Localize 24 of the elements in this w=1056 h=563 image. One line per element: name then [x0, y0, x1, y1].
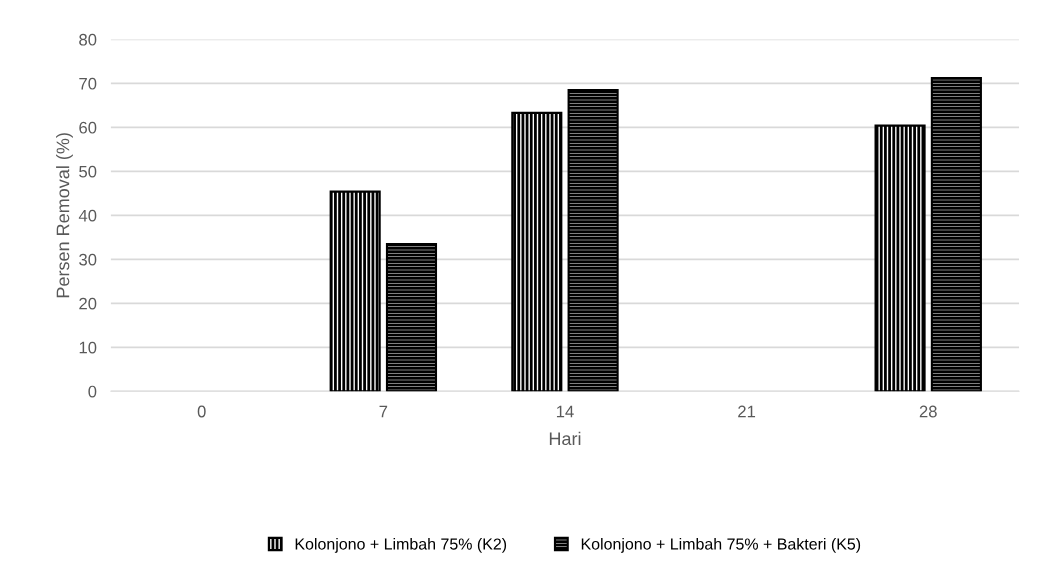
y-tick-label: 20 — [79, 297, 97, 310]
y-tick-label: 70 — [79, 77, 97, 90]
x-tick-label: 28 — [919, 405, 937, 418]
y-tick-label: 30 — [79, 253, 97, 266]
bar — [329, 190, 381, 392]
bar — [385, 242, 438, 392]
y-axis-title: Persen Removal (%) — [56, 133, 73, 298]
bar — [930, 77, 982, 392]
legend-label: Kolonjono + Limbah 75% (K2) — [295, 537, 507, 553]
x-tick-label: 0 — [197, 405, 206, 418]
y-tick-label: 60 — [79, 121, 97, 134]
bar — [567, 88, 619, 392]
x-tick-label: 14 — [556, 405, 574, 418]
y-tick-label: 10 — [79, 341, 97, 354]
y-tick-label: 50 — [79, 165, 97, 178]
x-axis-title: Hari — [549, 431, 581, 446]
x-tick-label: 7 — [379, 405, 388, 418]
y-tick-label: 40 — [78, 209, 97, 222]
x-tick-label: 21 — [738, 405, 756, 418]
bar — [511, 111, 563, 392]
y-tick-label: 0 — [88, 385, 97, 398]
bar — [874, 124, 926, 392]
y-tick-label: 80 — [79, 33, 97, 46]
legend-label: Kolonjono + Limbah 75% + Bakteri (K5) — [581, 537, 861, 553]
